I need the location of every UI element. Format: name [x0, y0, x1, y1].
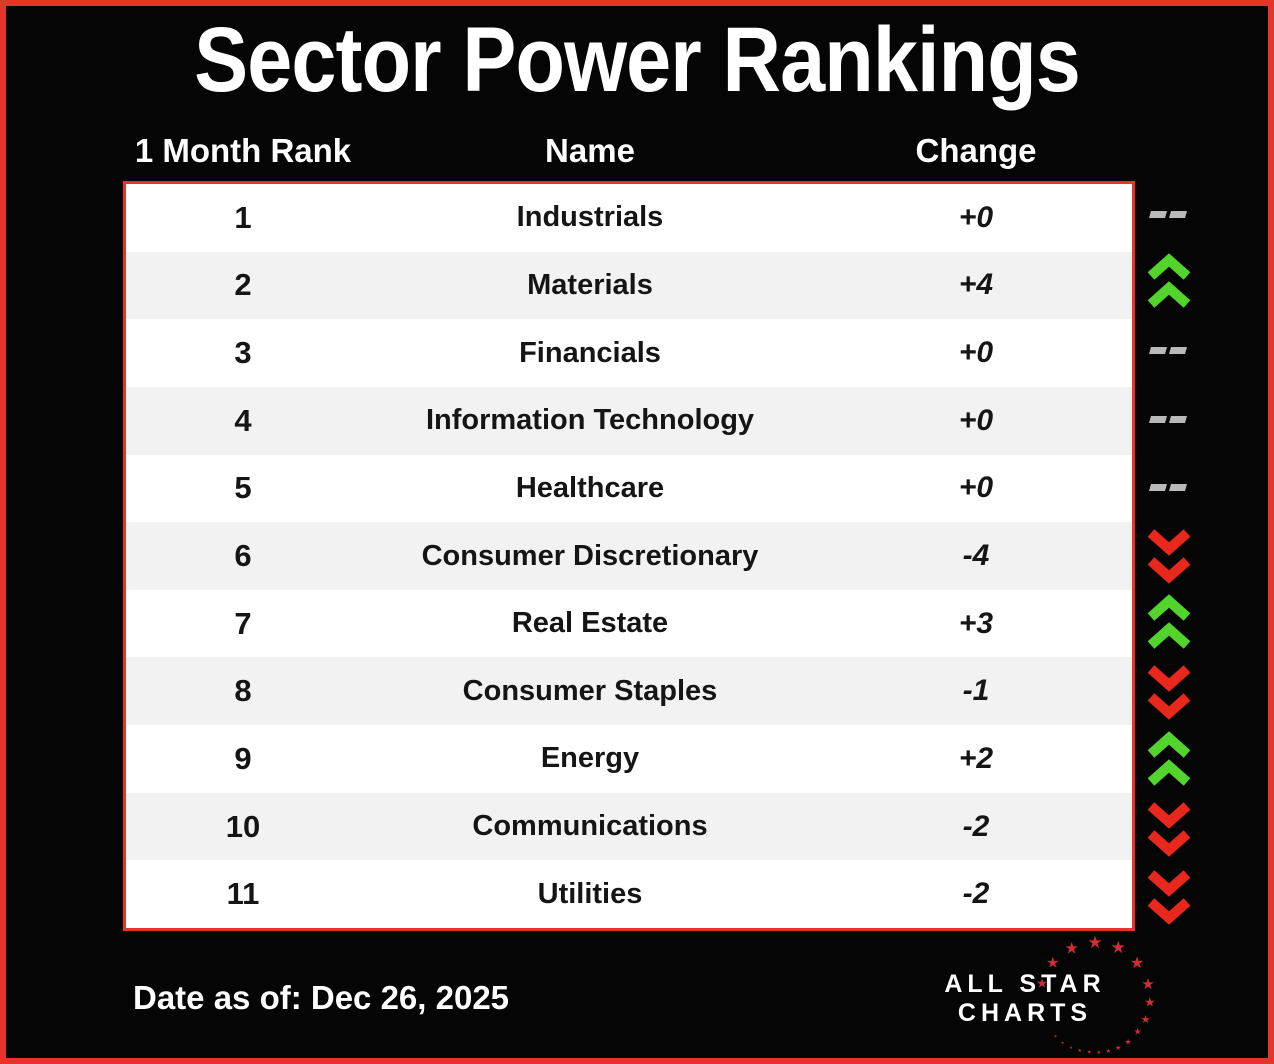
- change-cell: -4: [962, 539, 990, 573]
- column-header-name: Name: [545, 132, 635, 169]
- rank-cell: 10: [225, 808, 261, 844]
- up-chevrons-icon: [1146, 730, 1192, 792]
- svg-text:★: ★: [1106, 1048, 1111, 1055]
- name-cell: Communications: [472, 810, 708, 843]
- name-cell: Real Estate: [511, 607, 669, 640]
- down-chevrons-icon: [1146, 525, 1192, 587]
- svg-text:★: ★: [1087, 1050, 1092, 1056]
- svg-text:★: ★: [1130, 953, 1144, 972]
- svg-text:★: ★: [1054, 1034, 1058, 1039]
- change-cell: -1: [962, 674, 990, 708]
- logo-text-line1: ALL STAR: [944, 970, 1105, 998]
- change-arrow: [1136, 386, 1202, 454]
- change-cell: +3: [958, 606, 994, 640]
- name-cell: Industrials: [516, 201, 664, 234]
- page-title: Sector Power Rankings: [194, 9, 1081, 111]
- table-row: 7 Real Estate +3: [126, 589, 1132, 658]
- change-arrow: [1136, 522, 1202, 590]
- change-arrow: [1136, 727, 1202, 795]
- rank-cell: 8: [234, 673, 252, 709]
- rank-cell: 5: [234, 470, 252, 506]
- column-headers: 1 Month Rank Name Change: [126, 128, 1132, 174]
- name-cell: Materials: [527, 268, 653, 301]
- svg-text:★: ★: [1078, 1048, 1083, 1054]
- table-row: 2 Materials +4: [126, 251, 1132, 320]
- change-cell: +0: [958, 403, 994, 437]
- svg-text:★: ★: [1111, 938, 1126, 958]
- svg-text:★: ★: [1046, 954, 1059, 972]
- change-cell: -2: [962, 809, 990, 843]
- change-arrow: [1136, 249, 1202, 317]
- svg-text:★: ★: [1069, 1045, 1073, 1050]
- table-row: 8 Consumer Staples -1: [126, 657, 1132, 726]
- rank-cell: 6: [234, 538, 252, 574]
- name-cell: Healthcare: [515, 471, 665, 504]
- flat-dashes-icon: [1146, 389, 1192, 451]
- svg-text:★: ★: [1144, 995, 1155, 1010]
- table-row: 6 Consumer Discretionary -4: [126, 522, 1132, 590]
- change-arrow: [1136, 658, 1202, 726]
- flat-dashes-icon: [1146, 184, 1192, 246]
- logo-text-line2: CHARTS: [958, 999, 1092, 1027]
- column-header-rank: 1 Month Rank: [134, 132, 352, 169]
- change-arrow: [1136, 454, 1202, 522]
- change-cell: +0: [958, 336, 994, 370]
- table-row: 3 Financials +0: [126, 319, 1132, 387]
- svg-text:★: ★: [1141, 1013, 1151, 1026]
- rank-cell: 11: [226, 876, 260, 912]
- change-arrow: [1136, 317, 1202, 385]
- change-cell: +4: [958, 268, 994, 302]
- change-arrow: [1136, 863, 1202, 931]
- rank-cell: 2: [234, 267, 252, 303]
- name-cell: Utilities: [537, 877, 643, 910]
- up-chevrons-icon: [1146, 252, 1192, 314]
- table-row: 1 Industrials +0: [126, 184, 1132, 252]
- name-cell: Financials: [519, 336, 661, 369]
- rank-cell: 3: [234, 335, 252, 371]
- svg-text:★: ★: [1097, 1050, 1102, 1056]
- name-cell: Consumer Staples: [462, 674, 718, 707]
- flat-dashes-icon: [1146, 320, 1192, 382]
- svg-text:★: ★: [1087, 933, 1102, 953]
- table-row: 10 Communications -2: [126, 792, 1132, 861]
- table-row: 9 Energy +2: [126, 725, 1132, 793]
- table-row: 5 Healthcare +0: [126, 454, 1132, 523]
- svg-text:★: ★: [1125, 1037, 1132, 1046]
- down-chevrons-icon: [1146, 866, 1192, 928]
- svg-text:★: ★: [1036, 976, 1048, 991]
- svg-text:★: ★: [1115, 1044, 1121, 1052]
- svg-text:★: ★: [1134, 1028, 1142, 1038]
- change-cell: -2: [962, 877, 990, 911]
- up-chevrons-icon: [1146, 593, 1192, 655]
- rank-cell: 1: [234, 199, 252, 235]
- flat-dashes-icon: [1146, 457, 1192, 519]
- rank-cell: 9: [234, 740, 252, 776]
- change-arrow: [1136, 181, 1202, 249]
- name-cell: Information Technology: [425, 404, 755, 437]
- svg-text:★: ★: [1065, 939, 1079, 958]
- as-of-date: Date as of: Dec 26, 2025: [133, 979, 510, 1016]
- change-cell: +2: [958, 741, 994, 775]
- all-star-charts-logo: ★ ★ ★ ★ ★ ★ ★ ★ ★ ★ ★ ★ ★ ★ ★ ★ ★ ★ ★ AL…: [944, 933, 1155, 1056]
- name-cell: Energy: [540, 742, 640, 775]
- svg-text:★: ★: [1061, 1040, 1065, 1045]
- svg-text:★: ★: [1141, 975, 1154, 993]
- logo-star-ring: ★ ★ ★ ★ ★ ★ ★ ★ ★ ★ ★ ★ ★ ★ ★ ★ ★ ★ ★: [1036, 933, 1155, 1056]
- change-arrow: [1136, 795, 1202, 863]
- table-row: 11 Utilities -2: [126, 860, 1132, 929]
- down-chevrons-icon: [1146, 798, 1192, 860]
- rank-cell: 4: [234, 402, 252, 438]
- change-cell: +0: [958, 200, 994, 234]
- change-arrow: [1136, 590, 1202, 658]
- change-arrows-column: [1136, 181, 1202, 931]
- rankings-table: 1 Industrials +0 2 Materials +4 3 Financ…: [123, 181, 1135, 931]
- column-header-change: Change: [915, 132, 1037, 169]
- change-cell: +0: [958, 471, 994, 505]
- rank-cell: 7: [234, 605, 252, 641]
- name-cell: Consumer Discretionary: [421, 539, 759, 572]
- table-row: 4 Information Technology +0: [126, 386, 1132, 455]
- down-chevrons-icon: [1146, 661, 1192, 723]
